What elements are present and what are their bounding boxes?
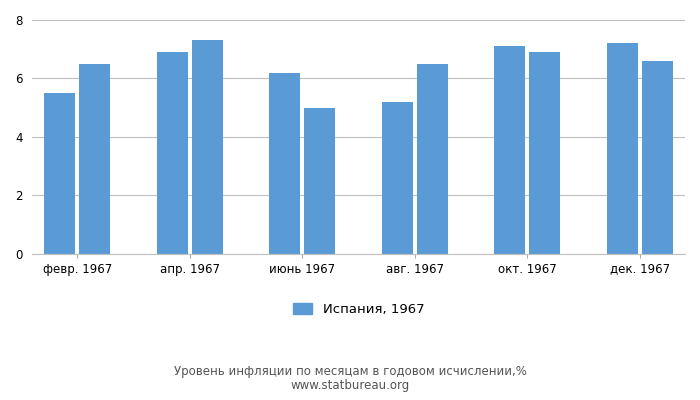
Bar	[642, 61, 673, 254]
Bar	[157, 52, 188, 254]
Bar	[192, 40, 223, 254]
Bar	[494, 46, 525, 254]
Bar	[417, 64, 448, 254]
Bar	[44, 93, 76, 254]
Bar	[304, 108, 335, 254]
Bar	[270, 72, 300, 254]
Bar	[607, 43, 638, 254]
Text: www.statbureau.org: www.statbureau.org	[290, 380, 410, 392]
Bar	[80, 64, 111, 254]
Text: Уровень инфляции по месяцам в годовом исчислении,%: Уровень инфляции по месяцам в годовом ис…	[174, 366, 526, 378]
Legend: Испания, 1967: Испания, 1967	[287, 298, 430, 321]
Bar	[382, 102, 413, 254]
Bar	[529, 52, 560, 254]
